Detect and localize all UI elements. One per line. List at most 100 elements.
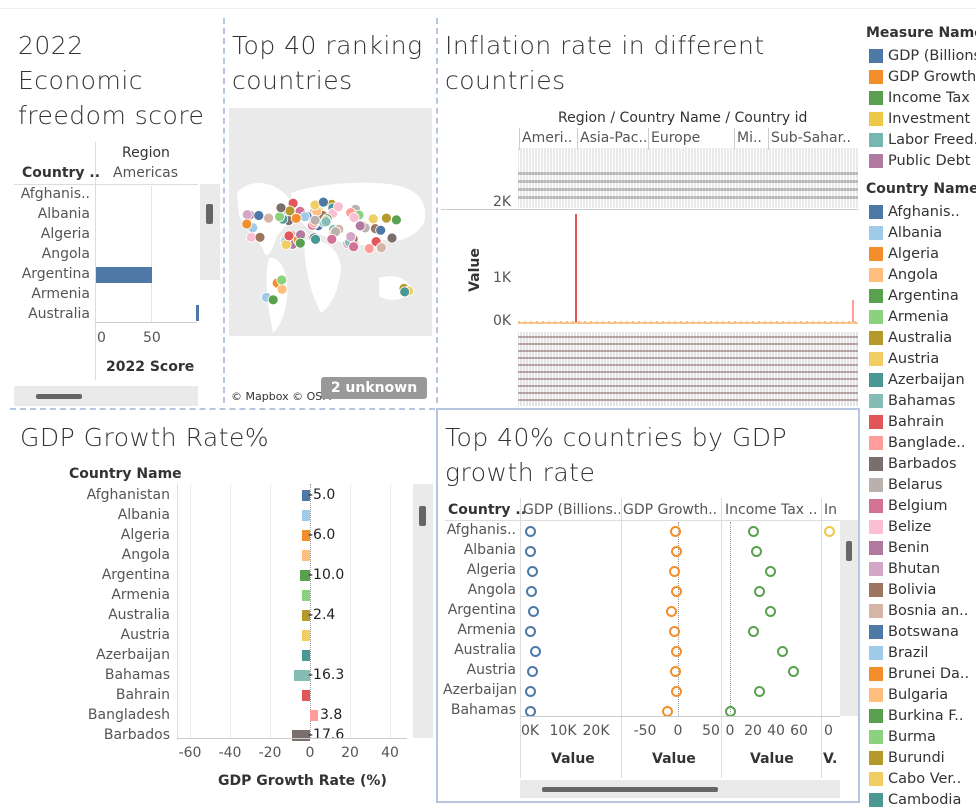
scroll-thumb[interactable] <box>36 394 82 399</box>
scroll-thumb[interactable] <box>419 506 426 526</box>
income-tax-marker[interactable] <box>748 626 759 637</box>
legend-swatch[interactable] <box>869 520 883 534</box>
legend-label[interactable]: Labor Freed.. <box>888 132 976 148</box>
legend-swatch[interactable] <box>869 499 883 513</box>
legend-swatch[interactable] <box>869 457 883 471</box>
legend-label[interactable]: Benin <box>888 540 930 556</box>
gdp-billions-marker[interactable] <box>526 666 538 677</box>
legend-swatch[interactable] <box>869 562 883 576</box>
income-tax-marker[interactable] <box>753 586 765 597</box>
score-bar[interactable] <box>96 267 153 283</box>
income-tax-marker[interactable] <box>788 666 800 677</box>
legend-label[interactable]: Albania <box>888 225 943 241</box>
legend-label[interactable]: Australia <box>888 330 953 346</box>
gdp-billions-marker[interactable] <box>529 646 541 657</box>
income-tax-marker[interactable] <box>751 546 763 557</box>
legend-swatch[interactable] <box>869 226 883 240</box>
legend-swatch[interactable] <box>869 667 883 681</box>
legend-swatch[interactable] <box>869 49 883 63</box>
legend-swatch[interactable] <box>869 331 883 345</box>
legend-swatch[interactable] <box>869 70 883 84</box>
growth-bar[interactable] <box>302 650 310 661</box>
horizontal-scrollbar[interactable] <box>520 780 840 798</box>
scroll-thumb[interactable] <box>206 204 213 224</box>
legend-swatch[interactable] <box>869 289 883 303</box>
legend-label[interactable]: Belize <box>888 519 932 535</box>
legend-swatch[interactable] <box>869 688 883 702</box>
gdp-billions-marker[interactable] <box>528 606 540 617</box>
vertical-scrollbar[interactable] <box>840 520 858 716</box>
legend-label[interactable]: Brunei Da.. <box>888 666 970 682</box>
growth-bar[interactable] <box>302 590 310 601</box>
legend-swatch[interactable] <box>869 352 883 366</box>
gdp-billions-marker[interactable] <box>525 526 537 537</box>
legend-label[interactable]: Bosnia an.. <box>888 603 969 619</box>
legend-label[interactable]: GDP (Billions <box>888 48 976 64</box>
gdp-growth-marker[interactable] <box>671 686 683 697</box>
legend-label[interactable]: Belgium <box>888 498 948 514</box>
legend-swatch[interactable] <box>869 205 883 219</box>
legend-label[interactable]: Armenia <box>888 309 949 325</box>
growth-bar[interactable] <box>302 490 310 501</box>
gdp-growth-marker[interactable] <box>671 646 683 657</box>
legend-label[interactable]: Argentina <box>888 288 959 304</box>
scroll-thumb[interactable] <box>846 541 852 561</box>
legend-swatch[interactable] <box>869 730 883 744</box>
legend-label[interactable]: Barbados <box>888 456 957 472</box>
legend-swatch[interactable] <box>869 583 883 597</box>
vertical-scrollbar[interactable] <box>200 184 220 280</box>
gdp-growth-marker[interactable] <box>671 546 683 557</box>
income-tax-marker[interactable] <box>748 526 759 537</box>
gdp-growth-marker[interactable] <box>669 526 681 537</box>
legend-label[interactable]: Burkina F.. <box>888 708 964 724</box>
gdp-billions-marker[interactable] <box>526 566 538 577</box>
legend-swatch[interactable] <box>869 415 883 429</box>
legend-swatch[interactable] <box>869 247 883 261</box>
legend-label[interactable]: Bulgaria <box>888 687 949 703</box>
gdp-growth-marker[interactable] <box>671 586 683 597</box>
legend-label[interactable]: Cambodia <box>888 792 962 808</box>
legend-label[interactable]: Banglade.. <box>888 435 966 451</box>
map-attribution[interactable]: © Mapbox © OSM <box>231 390 332 403</box>
gdp-billions-marker[interactable] <box>525 586 537 597</box>
gdp-growth-marker[interactable] <box>666 606 678 617</box>
income-tax-marker[interactable] <box>765 566 777 577</box>
legend-swatch[interactable] <box>869 154 883 168</box>
legend-label[interactable]: Bolivia <box>888 582 937 598</box>
legend-swatch[interactable] <box>869 604 883 618</box>
growth-bar[interactable] <box>302 550 310 561</box>
growth-bar[interactable] <box>302 690 310 701</box>
country-column-header[interactable]: Country .. <box>448 502 527 518</box>
legend-swatch[interactable] <box>869 268 883 282</box>
vertical-scrollbar[interactable] <box>413 484 433 738</box>
legend-label[interactable]: Bhutan <box>888 561 941 577</box>
income-tax-marker[interactable] <box>776 646 788 657</box>
growth-bar[interactable] <box>300 570 310 581</box>
legend-swatch[interactable] <box>869 133 883 147</box>
growth-bar[interactable] <box>292 730 310 741</box>
legend-swatch[interactable] <box>869 625 883 639</box>
growth-bar[interactable] <box>310 710 318 721</box>
growth-bar[interactable] <box>302 630 310 641</box>
legend-label[interactable]: Afghanis.. <box>888 204 960 220</box>
legend-label[interactable]: Belarus <box>888 477 943 493</box>
legend-swatch[interactable] <box>869 112 883 126</box>
legend-swatch[interactable] <box>869 373 883 387</box>
legend-label[interactable]: Brazil <box>888 645 929 661</box>
legend-swatch[interactable] <box>869 793 883 807</box>
legend-swatch[interactable] <box>869 436 883 450</box>
legend-label[interactable]: Cabo Ver.. <box>888 771 962 787</box>
inflation-plot[interactable] <box>518 210 858 330</box>
legend-label[interactable]: Public Debt ( <box>888 153 976 169</box>
country-name-header[interactable]: Country Name <box>69 466 182 482</box>
legend-swatch[interactable] <box>869 772 883 786</box>
legend-swatch[interactable] <box>869 394 883 408</box>
legend-label[interactable]: Angola <box>888 267 939 283</box>
legend-label[interactable]: Bahrain <box>888 414 945 430</box>
gdp-billions-marker[interactable] <box>525 626 537 637</box>
gdp-billions-marker[interactable] <box>525 546 537 557</box>
growth-bar[interactable] <box>302 530 310 541</box>
gdp-billions-marker[interactable] <box>525 686 537 697</box>
legend-swatch[interactable] <box>869 541 883 555</box>
growth-bar[interactable] <box>302 510 310 521</box>
